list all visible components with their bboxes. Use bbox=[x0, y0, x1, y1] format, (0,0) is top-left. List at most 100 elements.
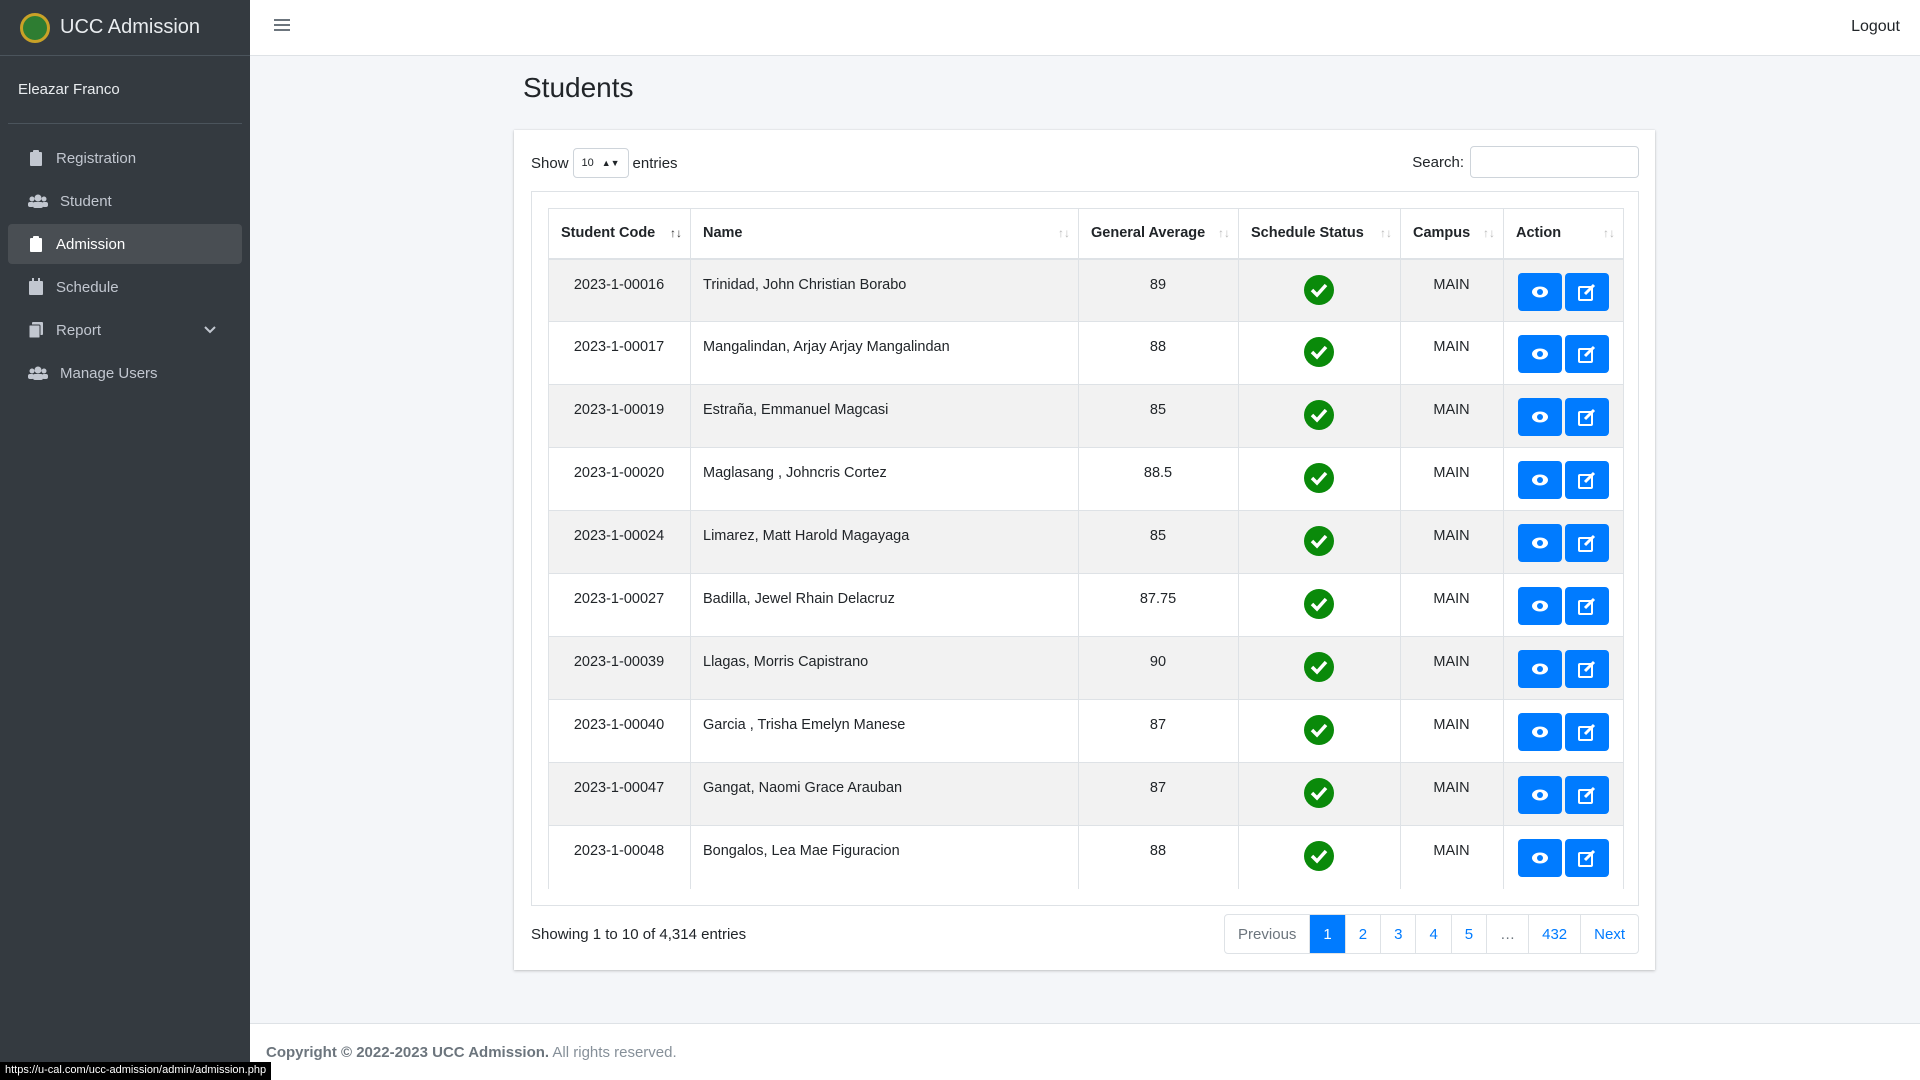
table-row: 2023-1-00040 Garcia , Trisha Emelyn Manes… bbox=[548, 699, 1624, 763]
nav-item[interactable]: Report bbox=[8, 310, 242, 350]
campus: MAIN bbox=[1400, 384, 1504, 448]
general-average: 87 bbox=[1078, 762, 1239, 826]
length-control: Show 10 ▲▼ entries bbox=[531, 148, 678, 178]
nav-label: Student bbox=[60, 192, 112, 210]
brand-text: UCC Admission bbox=[60, 16, 201, 38]
nav-label: Registration bbox=[56, 149, 137, 167]
edit-button[interactable] bbox=[1565, 524, 1609, 562]
nav-item[interactable]: Schedule bbox=[8, 267, 242, 307]
student-code: 2023-1-00047 bbox=[548, 762, 691, 826]
logout[interactable]: Logout bbox=[1851, 18, 1900, 35]
menu-toggle[interactable] bbox=[274, 18, 290, 32]
column-header[interactable]: Name ↑↓ bbox=[690, 208, 1079, 260]
edit-button[interactable] bbox=[1565, 398, 1609, 436]
view-button[interactable] bbox=[1518, 335, 1562, 373]
student-name: Badilla, Jewel Rhain Delacruz bbox=[690, 573, 1079, 637]
column-header[interactable]: General Average ↑↓ bbox=[1078, 208, 1239, 260]
user-name[interactable]: Eleazar Franco bbox=[8, 56, 242, 124]
edit-button[interactable] bbox=[1565, 335, 1609, 373]
page-link[interactable]: 432 bbox=[1528, 915, 1580, 953]
page-title: Students bbox=[523, 72, 634, 103]
page-link[interactable]: 2 bbox=[1344, 915, 1380, 953]
student-code: 2023-1-00039 bbox=[548, 636, 691, 700]
column-title: Name bbox=[703, 225, 743, 242]
schedule-status bbox=[1238, 762, 1401, 826]
pagination: Previous 1 2 3 4 5… 432 Next bbox=[1224, 914, 1639, 954]
view-button[interactable] bbox=[1518, 587, 1562, 625]
view-button[interactable] bbox=[1518, 524, 1562, 562]
nav-item[interactable]: Student bbox=[8, 181, 242, 221]
column-header[interactable]: Campus ↑↓ bbox=[1400, 208, 1504, 260]
edit-button[interactable] bbox=[1565, 272, 1609, 311]
student-code: 2023-1-00027 bbox=[548, 573, 691, 637]
general-average: 90 bbox=[1078, 636, 1239, 700]
edit-button[interactable] bbox=[1565, 839, 1609, 877]
footer: Copyright © 2022-2023 UCC Admission. All… bbox=[250, 1023, 1920, 1080]
column-header[interactable]: Student Code ↑↓ bbox=[548, 208, 691, 260]
student-code: 2023-1-00024 bbox=[548, 510, 691, 574]
students-table: Student Code ↑↓ Name ↑↓ General Average ↑↓ Sch… bbox=[548, 208, 1624, 889]
student-name: Maglasang , Johncris Cortez bbox=[690, 447, 1079, 511]
sidebar: UCC Admission Eleazar Franco Registratio… bbox=[0, 0, 250, 1080]
edit-button[interactable] bbox=[1565, 776, 1609, 814]
general-average: 88 bbox=[1078, 321, 1239, 385]
nav-item[interactable]: Admission bbox=[8, 224, 242, 264]
table-row: 2023-1-00047 Gangat, Naomi Grace Arauban 8… bbox=[548, 762, 1624, 826]
view-button[interactable] bbox=[1518, 839, 1562, 877]
campus: MAIN bbox=[1400, 510, 1504, 574]
edit-button[interactable] bbox=[1565, 461, 1609, 499]
column-title: Student Code bbox=[561, 225, 656, 242]
page-link[interactable]: 4 bbox=[1415, 915, 1450, 953]
nav-label: Manage Users bbox=[60, 364, 158, 382]
view-button[interactable] bbox=[1518, 398, 1562, 436]
schedule-status bbox=[1238, 321, 1401, 385]
general-average: 87 bbox=[1078, 699, 1239, 763]
general-average: 85 bbox=[1078, 510, 1239, 574]
student-name: Trinidad, John Christian Borabo bbox=[690, 258, 1079, 322]
page-link[interactable]: Previous bbox=[1238, 925, 1297, 943]
search-label: Search: bbox=[1412, 153, 1464, 171]
brand[interactable]: UCC Admission bbox=[0, 0, 250, 56]
student-name: Gangat, Naomi Grace Arauban bbox=[690, 762, 1079, 826]
view-button[interactable] bbox=[1518, 776, 1562, 814]
view-button[interactable] bbox=[1518, 272, 1562, 311]
column-title: Schedule Status bbox=[1251, 225, 1364, 242]
edit-button[interactable] bbox=[1565, 650, 1609, 688]
copyright: Copyright © 2022-2023 UCC Admission. bbox=[266, 1044, 550, 1061]
student-code: 2023-1-00020 bbox=[548, 447, 691, 511]
table-row: 2023-1-00027 Badilla, Jewel Rhain Delacru… bbox=[548, 573, 1624, 637]
page-link[interactable]: 5 bbox=[1450, 915, 1486, 953]
nav-item[interactable]: Registration bbox=[8, 138, 242, 178]
topbar: Logout bbox=[250, 0, 1920, 56]
campus: MAIN bbox=[1400, 699, 1504, 763]
search-control: Search: bbox=[1412, 146, 1639, 178]
page-link[interactable]: Next bbox=[1580, 915, 1638, 953]
edit-button[interactable] bbox=[1565, 713, 1609, 751]
table-row: 2023-1-00019 Estraña, Emmanuel Magcasi 85 M… bbox=[548, 384, 1624, 448]
schedule-status bbox=[1238, 447, 1401, 511]
page-size-select[interactable]: 10 ▲▼ bbox=[572, 148, 629, 178]
campus: MAIN bbox=[1400, 636, 1504, 700]
view-button[interactable] bbox=[1518, 713, 1562, 751]
search-input[interactable] bbox=[1470, 146, 1639, 178]
table-info: Showing 1 to 10 of 4,314 entries bbox=[531, 926, 747, 943]
show-label: Show bbox=[531, 154, 569, 172]
campus: MAIN bbox=[1400, 762, 1504, 826]
table-row: 2023-1-00020 Maglasang , Johncris Cortez 8… bbox=[548, 447, 1624, 511]
view-button[interactable] bbox=[1518, 461, 1562, 499]
table-row: 2023-1-00048 Bongalos, Lea Mae Figuracion… bbox=[548, 825, 1624, 889]
rights: All rights reserved. bbox=[552, 1044, 677, 1061]
page-link[interactable]: 1 bbox=[1309, 915, 1345, 953]
view-button[interactable] bbox=[1518, 650, 1562, 688]
column-header[interactable]: Action ↑↓ bbox=[1503, 208, 1624, 260]
page-link[interactable]: 3 bbox=[1380, 915, 1415, 953]
nav-item[interactable]: Manage Users bbox=[8, 353, 242, 393]
actions bbox=[1503, 573, 1624, 637]
actions bbox=[1503, 636, 1624, 700]
column-title: Campus bbox=[1413, 225, 1471, 242]
actions bbox=[1503, 762, 1624, 826]
student-code: 2023-1-00017 bbox=[548, 321, 691, 385]
edit-button[interactable] bbox=[1565, 587, 1609, 625]
column-header[interactable]: Schedule Status ↑↓ bbox=[1238, 208, 1401, 260]
